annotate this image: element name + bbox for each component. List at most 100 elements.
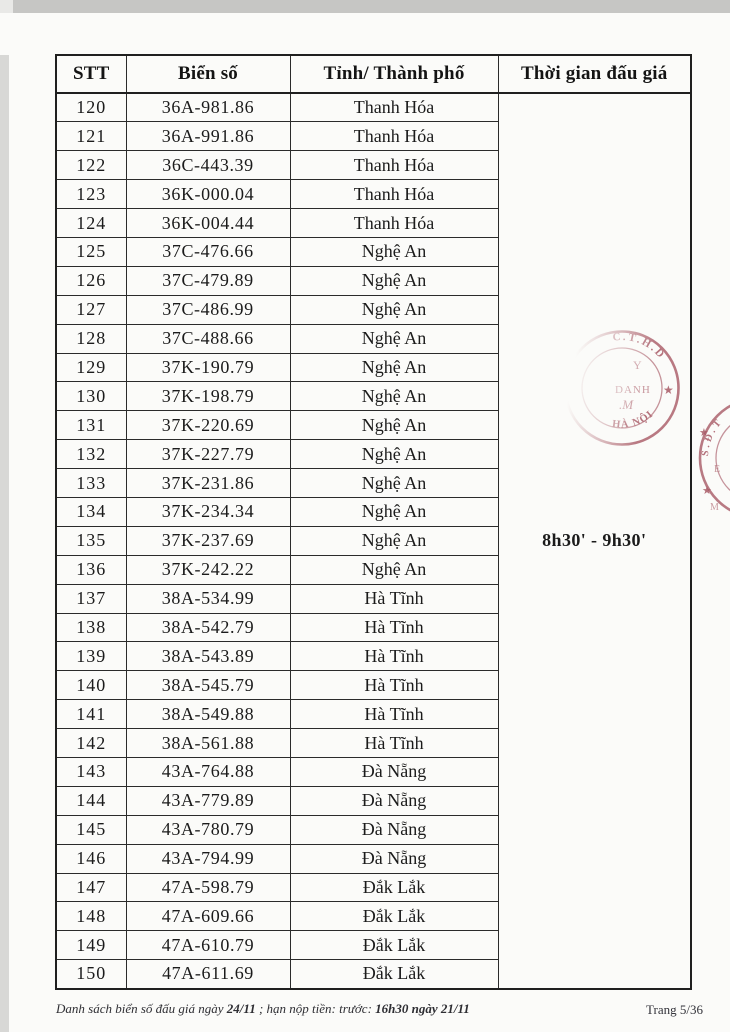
province-cell: Nghệ An	[289, 525, 499, 556]
plate-cell: 36C-443.39	[125, 150, 291, 181]
table-row: 130 37K-198.79 Nghệ An	[55, 381, 691, 412]
province-cell: Nghệ An	[289, 236, 499, 267]
table-row: 147 47A-598.79 Đắk Lắk	[55, 872, 691, 903]
stt-cell: 129	[55, 352, 127, 383]
plate-cell: 38A-542.79	[125, 612, 291, 643]
province-cell: Thanh Hóa	[289, 179, 499, 210]
stt-cell: 149	[55, 930, 127, 961]
plate-cell: 47A-598.79	[125, 872, 291, 903]
plate-cell: 37K-190.79	[125, 352, 291, 383]
stt-cell: 142	[55, 728, 127, 758]
footer-bold-segment: 24/11	[226, 1001, 256, 1016]
stt-cell: 138	[55, 612, 127, 643]
province-cell: Hà Tĩnh	[289, 583, 499, 614]
stt-cell: 141	[55, 699, 127, 730]
table-row: 129 37K-190.79 Nghệ An	[55, 352, 691, 383]
stt-cell: 136	[55, 554, 127, 585]
plate-cell: 37C-479.89	[125, 265, 291, 296]
stt-cell: 147	[55, 872, 127, 903]
province-cell: Hà Tĩnh	[289, 699, 499, 730]
table-row: 150 47A-611.69 Đắk Lắk	[55, 959, 691, 990]
province-cell: Nghệ An	[289, 439, 499, 470]
stt-cell: 137	[55, 583, 127, 614]
table-row: 131 37K-220.69 Nghệ An	[55, 410, 691, 441]
table-row: 127 37C-486.99 Nghệ An	[55, 294, 691, 325]
header-cell-1: Biển số	[125, 54, 291, 94]
footer-bold-segment: 16h30 ngày 21/11	[375, 1001, 470, 1016]
plate-cell: 37K-231.86	[125, 468, 291, 498]
province-cell: Hà Tĩnh	[289, 728, 499, 758]
stt-cell: 130	[55, 381, 127, 412]
plate-cell: 38A-545.79	[125, 670, 291, 701]
plate-cell: 47A-609.66	[125, 901, 291, 932]
province-cell: Thanh Hóa	[289, 150, 499, 181]
stt-cell: 135	[55, 525, 127, 556]
plate-cell: 47A-610.79	[125, 930, 291, 961]
stamp2-star-icon: ★	[699, 427, 709, 439]
stt-cell: 143	[55, 756, 127, 787]
stt-cell: 127	[55, 294, 127, 325]
stt-cell: 126	[55, 265, 127, 296]
plate-cell: 36A-991.86	[125, 121, 291, 152]
province-cell: Nghệ An	[289, 410, 499, 441]
province-cell: Nghệ An	[289, 352, 499, 383]
plate-cell: 36K-000.04	[125, 179, 291, 210]
red-seal-lower-stamp-icon: S.Đ.T ★ E ★ M	[698, 404, 730, 513]
table-row: 128 37C-488.66 Nghệ An	[55, 323, 691, 354]
stamp2-inner-letter2: M	[710, 502, 719, 513]
province-cell: Đà Nẵng	[289, 814, 499, 845]
page-number: Trang 5/36	[646, 1002, 703, 1017]
province-cell: Thanh Hóa	[289, 208, 499, 238]
province-cell: Đắk Lắk	[289, 959, 499, 990]
plate-cell: 36A-981.86	[125, 92, 291, 123]
plate-cell: 47A-611.69	[125, 959, 291, 990]
stt-cell: 123	[55, 179, 127, 210]
table-row: 124 36K-004.44 Thanh Hóa	[55, 208, 691, 238]
stt-cell: 121	[55, 121, 127, 152]
table-row: 121 36A-991.86 Thanh Hóa	[55, 121, 691, 152]
stt-cell: 133	[55, 468, 127, 498]
stt-cell: 144	[55, 785, 127, 816]
stt-cell: 148	[55, 901, 127, 932]
plate-cell: 37K-198.79	[125, 381, 291, 412]
plate-table-body: 120 36A-981.86 Thanh Hóa 8h30' - 9h30' 121 36…	[55, 92, 692, 990]
stamp2-inner-letter1: E	[714, 464, 720, 475]
plate-cell: 43A-779.89	[125, 785, 291, 816]
footer-text-segment: ; hạn nộp tiền: trước:	[255, 1001, 376, 1016]
province-cell: Đà Nẵng	[289, 843, 499, 874]
province-cell: Hà Tĩnh	[289, 670, 499, 701]
province-cell: Đắk Lắk	[289, 901, 499, 932]
stt-cell: 120	[55, 92, 127, 123]
plate-cell: 37C-476.66	[125, 236, 291, 267]
province-cell: Đắk Lắk	[289, 930, 499, 961]
table-row: 149 47A-610.79 Đắk Lắk	[55, 930, 691, 961]
province-cell: Đắk Lắk	[289, 872, 499, 903]
table-row: 144 43A-779.89 Đà Nẵng	[55, 785, 691, 816]
header-cell-0: STT	[55, 54, 127, 94]
table-row: 146 43A-794.99 Đà Nẵng	[55, 843, 691, 874]
plate-cell: 43A-764.88	[125, 756, 291, 787]
province-cell: Đà Nẵng	[289, 756, 499, 787]
province-cell: Nghệ An	[289, 468, 499, 498]
plate-cell: 38A-534.99	[125, 583, 291, 614]
table-row: 135 37K-237.69 Nghệ An	[55, 525, 691, 556]
table-row: 126 37C-479.89 Nghệ An	[55, 265, 691, 296]
province-cell: Nghệ An	[289, 323, 499, 354]
plate-cell: 37K-227.79	[125, 439, 291, 470]
plate-cell: 37K-220.69	[125, 410, 291, 441]
scan-edge-left-band	[0, 55, 9, 1032]
plate-cell: 38A-549.88	[125, 699, 291, 730]
footer-note: Danh sách biển số đấu giá ngày 24/11 ; h…	[56, 1001, 470, 1017]
stt-cell: 150	[55, 959, 127, 990]
plate-cell: 38A-543.89	[125, 641, 291, 672]
province-cell: Hà Tĩnh	[289, 641, 499, 672]
table-row: 136 37K-242.22 Nghệ An	[55, 554, 691, 585]
plate-cell: 37K-234.34	[125, 496, 291, 527]
header-cell-3: Thời gian đấu giá	[497, 54, 692, 94]
plate-cell: 37C-488.66	[125, 323, 291, 354]
stt-cell: 124	[55, 208, 127, 238]
stamp2-arc-text: S.Đ.T	[700, 416, 723, 457]
province-cell: Nghệ An	[289, 294, 499, 325]
province-cell: Nghệ An	[289, 265, 499, 296]
